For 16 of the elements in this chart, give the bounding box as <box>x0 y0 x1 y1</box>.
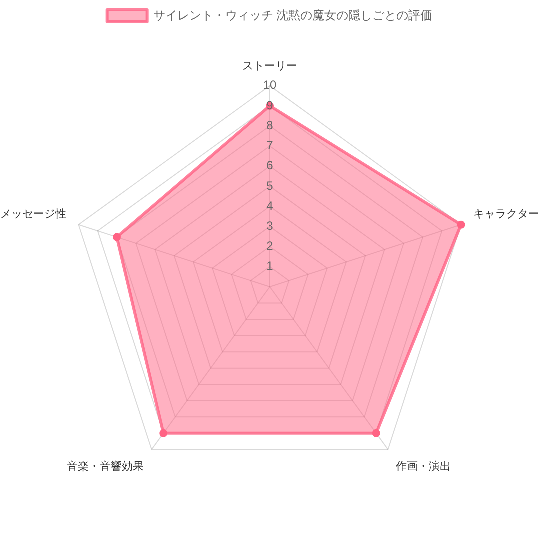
y-tick-label: 7 <box>266 138 274 153</box>
y-tick-label: 3 <box>266 218 274 233</box>
y-tick-label: 8 <box>266 118 274 132</box>
y-tick-label: 9 <box>266 98 274 112</box>
spoke-label: メッセージ性 <box>0 208 66 220</box>
y-tick-label: 2 <box>266 239 274 254</box>
y-tick-label: 1 <box>266 259 274 274</box>
spoke-label: 作画・演出 <box>394 460 451 473</box>
spoke-label: キャラクター <box>474 208 540 220</box>
y-tick-label: 4 <box>266 198 274 213</box>
y-tick-label: 5 <box>266 178 274 193</box>
spoke-label: ストーリー <box>242 60 298 72</box>
spoke-label: 音楽・音響効果 <box>67 460 144 473</box>
y-tick-label: 6 <box>266 158 274 173</box>
legend-label: サイレント・ウィッチ 沈黙の魔女の隠しごとの評価 <box>153 8 433 22</box>
y-tick-label: 10 <box>263 78 277 92</box>
